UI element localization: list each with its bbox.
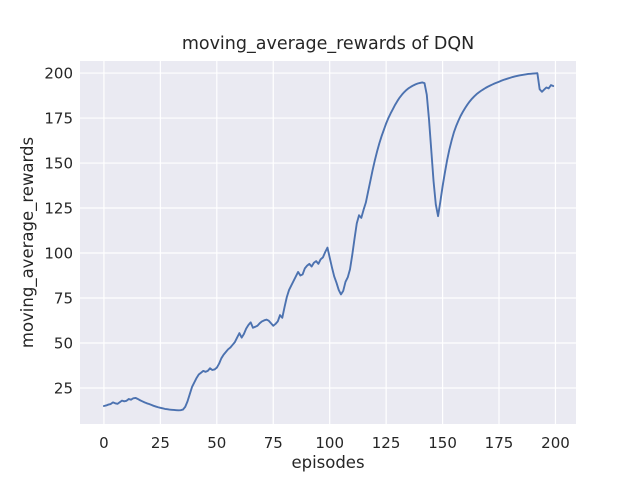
y-tick-labels: 25 50 75 100 125 150 175 200 xyxy=(44,65,73,398)
y-tick-label: 125 xyxy=(44,200,73,218)
x-tick-label: 75 xyxy=(264,434,283,452)
x-tick-label: 50 xyxy=(207,434,226,452)
x-tick-label: 0 xyxy=(99,434,109,452)
y-tick-label: 100 xyxy=(44,245,73,263)
y-tick-label: 175 xyxy=(44,110,73,128)
chart-title: moving_average_rewards of DQN xyxy=(182,34,474,54)
y-tick-label: 75 xyxy=(54,290,73,308)
y-tick-label: 50 xyxy=(54,335,73,353)
plot-background xyxy=(80,61,576,424)
x-tick-label: 100 xyxy=(315,434,344,452)
series-line-dqn xyxy=(102,72,555,412)
y-axis-label: moving_average_rewards xyxy=(18,137,38,348)
x-tick-label: 125 xyxy=(372,434,401,452)
x-tick-labels: 0 25 50 75 100 125 150 175 200 xyxy=(99,434,570,452)
x-tick-label: 175 xyxy=(485,434,514,452)
y-tick-label: 25 xyxy=(54,380,73,398)
y-tick-label: 200 xyxy=(44,65,73,83)
x-tick-label: 150 xyxy=(428,434,457,452)
x-tick-label: 25 xyxy=(151,434,170,452)
x-axis-label: episodes xyxy=(291,453,364,472)
y-tick-label: 150 xyxy=(44,155,73,173)
x-tick-label: 200 xyxy=(541,434,570,452)
